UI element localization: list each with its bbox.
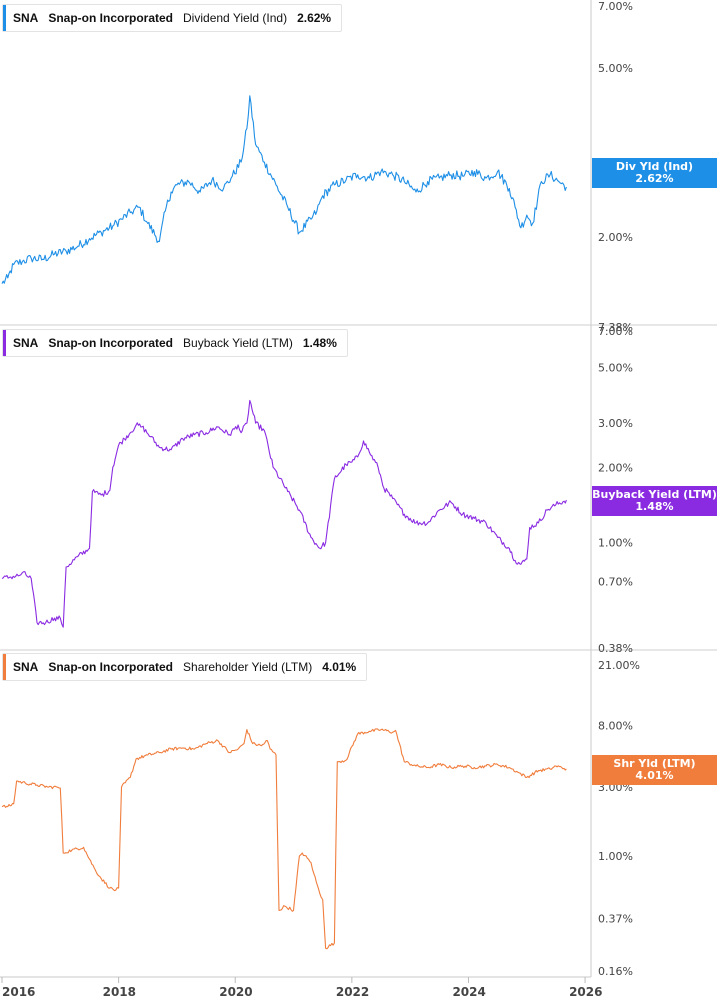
legend-value: 2.62% [297, 11, 332, 25]
x-tick-label: 2026 [569, 985, 602, 999]
x-tick-label: 2018 [103, 985, 136, 999]
legend-ticker: SNA [13, 336, 39, 350]
y-tick-label: 0.38% [598, 642, 633, 655]
y-tick-label: 0.70% [598, 576, 633, 589]
current-value-badge-div-yield: Div Yld (Ind) 2.62% [592, 158, 717, 188]
legend-metric: Buyback Yield (LTM) [183, 336, 293, 350]
y-tick-label: 8.00% [598, 720, 633, 733]
series-line [1, 399, 567, 628]
legend-swatch [3, 654, 6, 680]
legend-company: Snap-on Incorporated [48, 11, 174, 25]
x-tick-label: 2022 [336, 985, 369, 999]
x-tick-label: 2024 [452, 985, 485, 999]
y-tick-label: 1.00% [598, 850, 633, 863]
series-line [1, 728, 567, 950]
y-tick-label: 0.16% [598, 965, 633, 978]
y-tick-label: 2.00% [598, 231, 633, 244]
legend-panel-3: SNA Snap-on Incorporated Shareholder Yie… [2, 653, 368, 681]
legend-company: Snap-on Incorporated [48, 660, 174, 674]
legend-value: 1.48% [302, 336, 337, 350]
legend-panel-2: SNA Snap-on Incorporated Buyback Yield (… [2, 329, 348, 357]
badge-value: 1.48% [635, 500, 674, 513]
x-tick-label: 2016 [2, 985, 35, 999]
badge-value: 2.62% [635, 172, 674, 185]
badge-label: Shr Yld (LTM) [613, 757, 696, 770]
y-tick-label: 5.00% [598, 62, 633, 75]
current-value-badge-buyback-yield: Buyback Yield (LTM) 1.48% [592, 486, 717, 516]
legend-metric: Dividend Yield (Ind) [183, 11, 288, 25]
x-tick-label: 2020 [219, 985, 252, 999]
y-tick-label: 7.00% [598, 325, 633, 338]
legend-metric: Shareholder Yield (LTM) [183, 660, 313, 674]
y-tick-label: 0.37% [598, 912, 633, 925]
badge-label: Div Yld (Ind) [615, 160, 694, 173]
legend-value: 4.01% [322, 660, 357, 674]
y-tick-label: 5.00% [598, 362, 633, 375]
y-tick-label: 1.00% [598, 537, 633, 550]
legend-swatch [3, 5, 6, 31]
y-tick-label: 2.00% [598, 461, 633, 474]
badge-label: Buyback Yield (LTM) [592, 488, 717, 501]
y-tick-label: 21.00% [598, 659, 640, 672]
legend-swatch [3, 330, 6, 356]
y-tick-label: 7.38% [598, 321, 633, 334]
y-tick-label: 7.00% [598, 0, 633, 13]
current-value-badge-shareholder-yield: Shr Yld (LTM) 4.01% [592, 755, 717, 785]
legend-company: Snap-on Incorporated [48, 336, 174, 350]
legend-ticker: SNA [13, 11, 39, 25]
y-tick-label: 3.00% [598, 417, 633, 430]
badge-value: 4.01% [635, 769, 674, 782]
legend-panel-1: SNA Snap-on Incorporated Dividend Yield … [2, 4, 343, 32]
legend-ticker: SNA [13, 660, 39, 674]
series-line [1, 95, 567, 284]
